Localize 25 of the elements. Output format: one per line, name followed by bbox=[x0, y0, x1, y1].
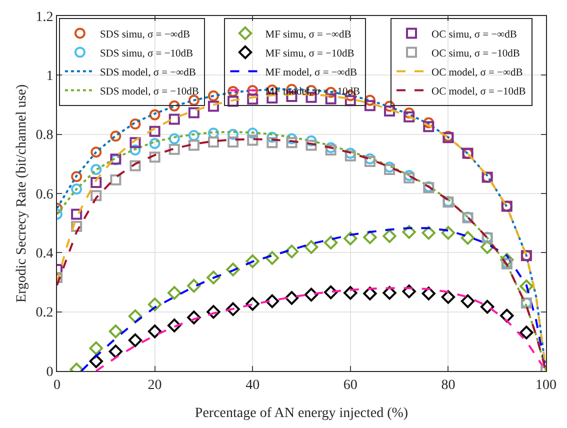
legend-label: MF simu, σ = −∞dB bbox=[265, 29, 352, 40]
x-tick-label: 60 bbox=[343, 378, 358, 393]
y-tick-label: 0.4 bbox=[36, 246, 54, 262]
y-tick-label: 0 bbox=[46, 364, 54, 380]
legend-label: SDS simu, σ = −10dB bbox=[100, 48, 194, 60]
legend-label: SDS model, σ = −10dB bbox=[100, 86, 199, 98]
y-tick-label: 1 bbox=[46, 69, 54, 84]
legend-label: OC model, σ = −∞dB bbox=[432, 67, 523, 78]
legend-label: MF simu, σ = −10dB bbox=[265, 48, 354, 60]
y-tick-label: 0.8 bbox=[36, 128, 54, 144]
x-tick-label: 40 bbox=[246, 378, 260, 393]
y-tick-label: 0.6 bbox=[36, 187, 54, 202]
x-axis-title: Percentage of AN energy injected (%) bbox=[194, 406, 408, 422]
legend-label: OC simu, σ = −10dB bbox=[432, 48, 520, 60]
x-tick-label: 20 bbox=[148, 378, 162, 393]
y-tick-label: 1.2 bbox=[36, 10, 54, 25]
legend-label: SDS model, σ = −∞dB bbox=[100, 67, 196, 78]
legend-label: MF model, σ = −∞dB bbox=[265, 67, 358, 78]
x-tick-label: 80 bbox=[441, 378, 456, 393]
legend-label: SDS simu, σ = −∞dB bbox=[100, 29, 190, 40]
legend-label: OC simu, σ = −∞dB bbox=[432, 29, 517, 40]
legend-label: OC model, σ = −10dB bbox=[432, 86, 526, 98]
y-tick-label: 0.2 bbox=[36, 306, 54, 321]
y-axis-title: Ergodic Secrecy Rate (bit/channel use) bbox=[14, 84, 30, 303]
x-tick-label: 100 bbox=[536, 378, 556, 393]
